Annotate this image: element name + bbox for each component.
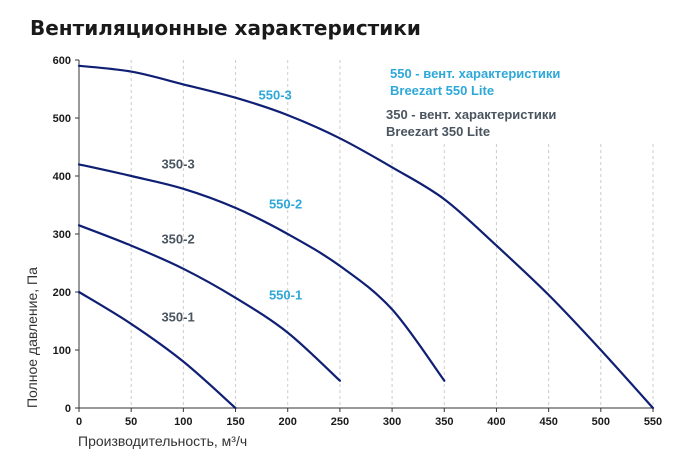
- y-tick-label-100: 100: [53, 345, 71, 357]
- x-axis-title: Производительность, м³/ч: [78, 433, 247, 449]
- y-tick-label-400: 400: [53, 171, 71, 183]
- curve-350-1: [77, 290, 237, 410]
- y-axis-title: Полное давление, Па: [24, 267, 40, 408]
- y-tick-label-0: 0: [65, 403, 71, 415]
- x-tick-label-50: 50: [125, 416, 137, 428]
- x-tick-label-500: 500: [592, 416, 610, 428]
- legend-box: [378, 58, 654, 144]
- x-tick-label-150: 150: [226, 416, 244, 428]
- curve-label-350-2: 350-2: [161, 231, 194, 246]
- legend-350-line1: 350 - вент. характеристики: [386, 107, 556, 122]
- x-tick-label-300: 300: [383, 416, 401, 428]
- x-tick-label-200: 200: [279, 416, 297, 428]
- x-tick-label-250: 250: [331, 416, 349, 428]
- y-tick-label-200: 200: [53, 287, 71, 299]
- x-tick-label-0: 0: [76, 416, 82, 428]
- x-tick-label-400: 400: [487, 416, 505, 428]
- curve-label-350-3: 350-3: [161, 156, 194, 171]
- y-tick-label-600: 600: [53, 55, 71, 67]
- axes: 0 50 100 150 200 250 300 350 400 450 500 550 0 100 200…: [53, 55, 663, 428]
- y-tick-label-500: 500: [53, 113, 71, 125]
- legend: 550 - вент. характеристики Breezart 550 …: [378, 58, 654, 144]
- curve-350-3-550-2: [77, 163, 446, 382]
- curves: [77, 64, 655, 410]
- legend-350-line2: Breezart 350 Lite: [386, 124, 490, 139]
- x-tick-label-100: 100: [174, 416, 192, 428]
- x-tick-label-450: 450: [539, 416, 557, 428]
- y-tick-label-300: 300: [53, 229, 71, 241]
- legend-550-line1: 550 - вент. характеристики: [390, 66, 560, 81]
- curve-label-350-1: 350-1: [161, 310, 194, 325]
- x-tick-label-350: 350: [435, 416, 453, 428]
- curve-labels: 550-3 350-3 550-2 350-2 550-1 350-1: [161, 87, 302, 324]
- curve-350-2-550-1: [77, 224, 341, 382]
- curve-label-550-2: 550-2: [269, 196, 302, 211]
- curve-label-550-3: 550-3: [259, 87, 292, 102]
- legend-550-line2: Breezart 550 Lite: [390, 83, 494, 98]
- page-title: Вентиляционные характеристики: [30, 16, 421, 40]
- x-tick-label-550: 550: [644, 416, 662, 428]
- curve-label-550-1: 550-1: [269, 288, 302, 303]
- curve-550-3: [77, 64, 655, 410]
